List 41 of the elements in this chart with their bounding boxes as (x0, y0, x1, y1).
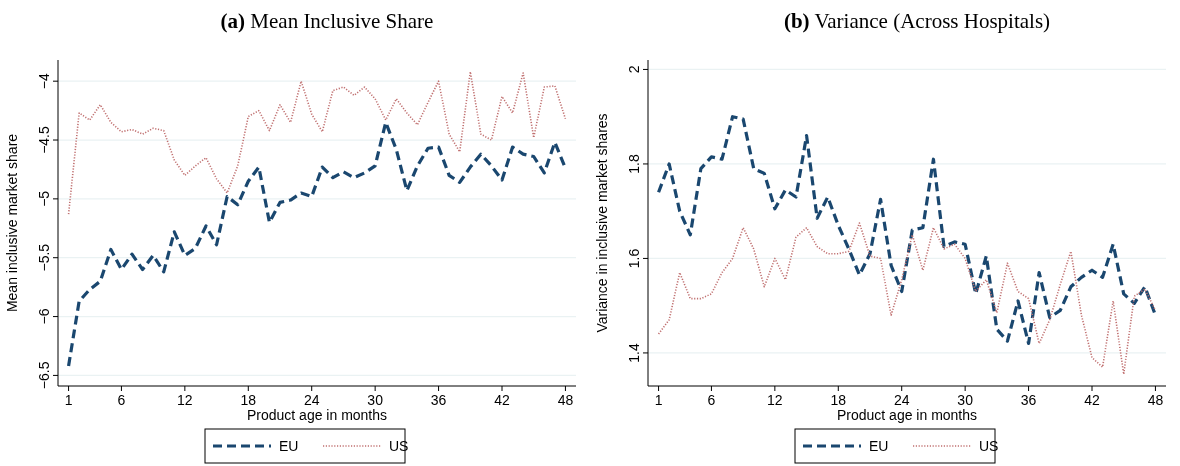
y-tick-label: −6.5 (36, 361, 52, 390)
y-tick-label: −5 (36, 190, 52, 207)
y-tick-label: −4 (36, 72, 52, 90)
line-series (67, 70, 567, 215)
x-tick-label: 1 (64, 392, 73, 408)
legend-label: US (389, 438, 409, 454)
x-axis-title: Product age in months (246, 407, 388, 423)
x-tick-label: 48 (557, 392, 574, 408)
y-tick-label: 2 (626, 65, 642, 74)
x-tick-label: 24 (893, 392, 910, 408)
x-tick-label: 42 (1084, 392, 1100, 408)
chart-title: (a) Mean Inclusive Share (220, 9, 434, 33)
x-tick-label: 6 (117, 392, 126, 408)
line-series (657, 222, 1157, 375)
x-tick-label: 12 (177, 392, 193, 408)
x-tick-label: 12 (767, 392, 783, 408)
x-tick-label: 1 (654, 392, 663, 408)
x-tick-label: 42 (494, 392, 510, 408)
x-tick-label: 36 (430, 392, 447, 408)
y-tick-label: 1.4 (626, 342, 642, 363)
y-tick-label: 1.8 (626, 154, 642, 174)
chart-title: (b) Variance (Across Hospitals) (783, 9, 1051, 33)
line-series (656, 115, 1158, 346)
y-tick-label: −4.5 (36, 126, 52, 154)
x-tick-label: 18 (240, 392, 257, 408)
legend-label: EU (869, 438, 889, 454)
y-tick-label: 1.6 (626, 248, 642, 269)
legend-label: EU (279, 438, 299, 454)
x-axis-title: Product age in months (836, 407, 978, 423)
x-tick-label: 18 (830, 392, 847, 408)
y-tick-label: −6 (36, 308, 52, 325)
x-tick-label: 36 (1020, 392, 1037, 408)
x-tick-label: 30 (367, 392, 384, 408)
x-tick-label: 30 (957, 392, 974, 408)
x-tick-label: 48 (1147, 392, 1164, 408)
y-tick-label: −5.5 (36, 243, 52, 272)
x-tick-label: 6 (707, 392, 716, 408)
x-tick-label: 24 (303, 392, 320, 408)
legend-label: US (979, 438, 999, 454)
y-axis-title: Mean inclusive market share (4, 133, 20, 313)
y-axis-title: Variance in inclusive market shares (594, 113, 610, 333)
